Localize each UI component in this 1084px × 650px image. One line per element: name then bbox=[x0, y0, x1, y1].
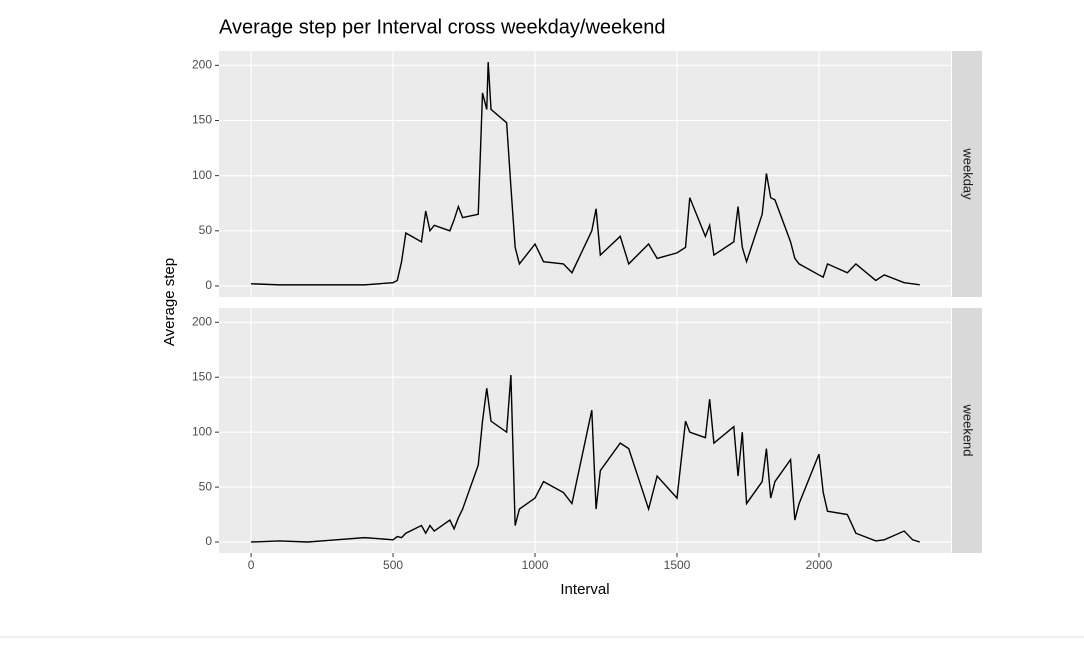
y-tick-label: 200 bbox=[192, 58, 212, 72]
y-tick-label: 0 bbox=[205, 278, 212, 292]
strip-label: weekday bbox=[961, 147, 976, 200]
y-axis-label: Average step bbox=[161, 258, 178, 346]
x-tick-label: 1000 bbox=[522, 558, 549, 572]
x-tick-label: 0 bbox=[248, 558, 255, 572]
chart-title: Average step per Interval cross weekday/… bbox=[219, 16, 666, 38]
strip-label: weekend bbox=[961, 403, 976, 456]
strip-background bbox=[952, 308, 982, 553]
y-tick-label: 150 bbox=[192, 369, 212, 383]
line bbox=[251, 374, 920, 543]
y-tick-label: 100 bbox=[192, 168, 212, 182]
y-tick-label: 200 bbox=[192, 314, 212, 328]
x-axis-label: Interval bbox=[560, 581, 609, 598]
y-tick-label: 0 bbox=[205, 534, 212, 548]
x-tick-label: 500 bbox=[383, 558, 403, 572]
y-tick-label: 50 bbox=[199, 223, 213, 237]
y-tick-label: 50 bbox=[199, 479, 213, 493]
y-tick-label: 150 bbox=[192, 113, 212, 127]
strip-background bbox=[952, 51, 982, 297]
x-tick-label: 1500 bbox=[664, 558, 691, 572]
panel-background bbox=[219, 51, 951, 297]
panel-background bbox=[219, 308, 951, 553]
y-tick-label: 100 bbox=[192, 424, 212, 438]
x-tick-label: 2000 bbox=[806, 558, 833, 572]
line bbox=[251, 61, 920, 286]
